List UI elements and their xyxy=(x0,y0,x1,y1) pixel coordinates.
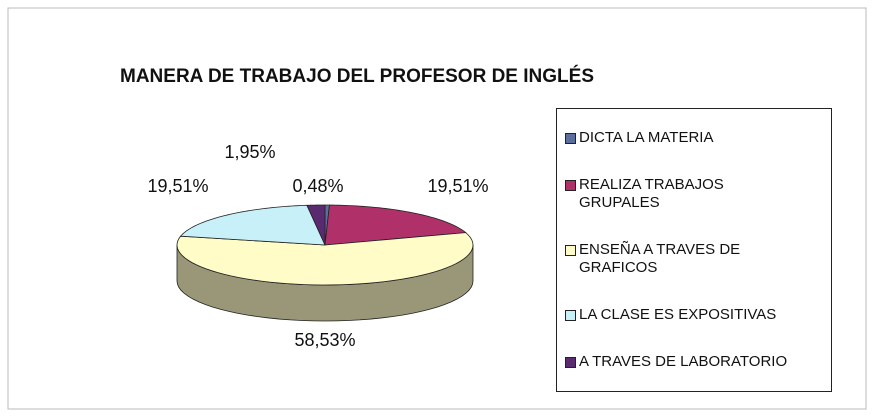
legend-swatch xyxy=(565,133,576,145)
data-label: 58,53% xyxy=(294,330,355,350)
legend-label: DICTA LA MATERIA xyxy=(579,129,714,147)
slice xyxy=(306,204,326,246)
legend-entry: A TRAVES DE LABORATORIO xyxy=(565,353,823,371)
chart-title: MANERA DE TRABAJO DEL PROFESOR DE INGLÉS xyxy=(120,65,594,87)
legend-label: REALIZA TRABAJOS GRUPALES xyxy=(579,176,724,212)
legend-label: ENSEÑA A TRAVES DE GRAFICOS xyxy=(579,240,741,276)
data-label: 0,48% xyxy=(292,176,343,196)
legend: DICTA LA MATERIA REALIZA TRABAJOS GRUPALE… xyxy=(556,108,832,392)
data-label: 19,51% xyxy=(427,176,488,196)
legend-label: LA CLASE ES EXPOSITIVAS xyxy=(579,305,777,323)
slice xyxy=(324,204,467,246)
slice xyxy=(176,232,474,286)
legend-swatch xyxy=(565,180,576,192)
slice xyxy=(179,204,326,246)
legend-swatch xyxy=(565,309,576,321)
legend-entry: LA CLASE ES EXPOSITIVAS xyxy=(565,306,823,324)
legend-label: A TRAVES DE LABORATORIO xyxy=(579,352,788,370)
legend-entry: DICTA LA MATERIA xyxy=(565,129,823,147)
data-label: 19,51% xyxy=(147,176,208,196)
legend-swatch xyxy=(565,244,576,256)
legend-entry: ENSEÑA A TRAVES DE GRAFICOS xyxy=(565,241,823,277)
chart-frame xyxy=(7,7,867,410)
legend-entry: REALIZA TRABAJOS GRUPALES xyxy=(565,176,823,212)
data-label: 1,95% xyxy=(224,142,275,162)
legend-swatch xyxy=(565,356,576,368)
